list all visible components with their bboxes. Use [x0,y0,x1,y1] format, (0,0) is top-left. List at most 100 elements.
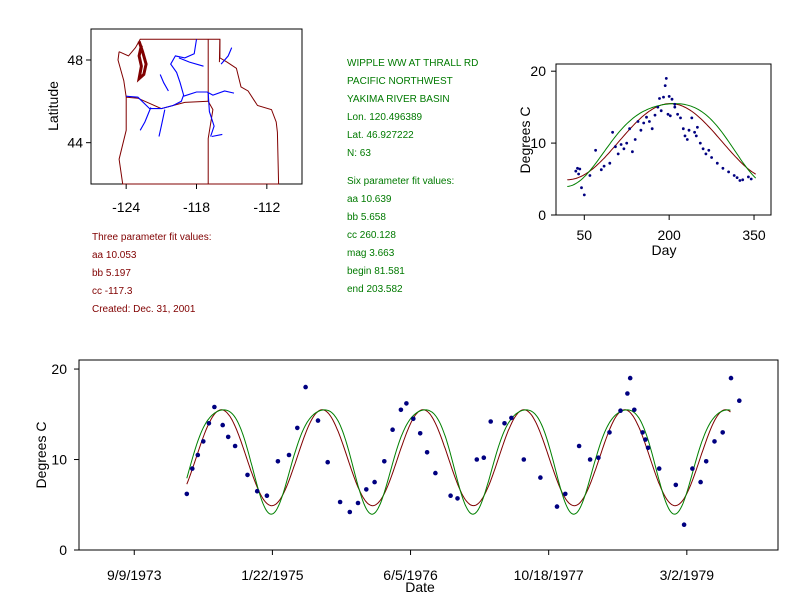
map-region-outline [117,38,280,185]
annual-data-point [685,138,689,141]
site-region: PACIFIC NORTHWEST [347,76,453,87]
annual-data-point [616,152,620,156]
annual-data-point [704,152,708,156]
annual-data-point [721,166,725,170]
annual-data-point [690,116,694,120]
six-param-begin: begin 81.581 [347,266,405,277]
timeseries-data-point [195,452,201,458]
annual-data-point [694,134,698,138]
annual-fit-curves [567,103,757,187]
annual-data-point [679,116,682,120]
three-param-bb: bb 5.197 [92,268,131,279]
annual-data-point [732,174,736,177]
annual-data-point [594,148,597,152]
site-info-panel: WIPPLE WW AT THRALL RD PACIFIC NORTHWEST… [347,55,478,163]
timeseries-y-axis-label: Degrees C [33,422,49,489]
annual-x-tick-label: 200 [657,227,681,243]
timeseries-data-point [212,404,217,410]
timeseries-data-point [424,450,430,455]
map-river [139,107,152,131]
site-latitude: Lat. 46.927222 [347,130,414,141]
annual-data-point [673,105,677,109]
timeseries-data-point [474,457,480,462]
timeseries-data-point [618,408,623,414]
map-river [178,57,204,67]
timeseries-data-point [632,407,637,413]
timeseries-data-point [347,509,353,515]
annual-data-point [636,120,640,123]
timeseries-data-point [737,398,742,404]
timeseries-six-param-curve [186,409,731,515]
site-title: WIPPLE WW AT THRALL RD [347,58,479,69]
map-state-line [218,39,221,63]
annual-data-point [582,193,586,197]
annual-data-point [628,127,631,131]
annual-data-point [698,141,702,145]
timeseries-data-point [502,421,507,426]
annual-data-point [631,150,634,154]
timeseries-y-tick-label: 0 [59,542,67,558]
timeseries-data-point [448,493,453,499]
annual-y-tick-label: 20 [530,63,546,79]
timeseries-data-point [398,407,404,413]
map-x-tick-label: -118 [183,199,210,215]
map-river [220,47,233,65]
timeseries-data-point [303,384,308,390]
timeseries-data-point [411,416,416,422]
map-puget-sound [136,40,148,83]
timeseries-axis-ticks: 9/9/1973 1/22/1975 6/5/1976 10/18/1977 3/2/1… [51,361,714,583]
annual-data-point [656,105,660,109]
annual-y-tick-label: 0 [538,207,546,223]
annual-six-param-curve [567,103,757,187]
timeseries-data-point [509,415,514,421]
annual-data-point [659,109,663,113]
annual-data-point [625,141,629,145]
timeseries-x-tick-label: 10/18/1977 [514,567,584,583]
annual-x-axis-label: Day [652,242,677,258]
time-series-chart: 9/9/1973 1/22/1975 6/5/1976 10/18/1977 3/2/1… [33,359,779,595]
map-x-tick-label: -112 [253,199,280,215]
annual-data-point [747,175,750,179]
map-river [211,133,223,138]
timeseries-data-point [433,470,438,476]
timeseries-data-point [184,491,190,497]
timeseries-x-tick-label: 9/9/1973 [107,567,162,583]
six-param-cc: cc 260.128 [347,230,396,241]
timeseries-data-point [382,459,387,464]
annual-data-point [648,120,651,123]
timeseries-data-point [404,401,409,406]
annual-data-point [614,145,617,149]
timeseries-data-point [643,437,648,442]
map-y-tick-label: 44 [67,135,83,151]
annual-data-point [639,128,643,132]
timeseries-plot-frame [78,359,779,551]
timeseries-data-point [220,422,225,428]
annual-data-point [693,130,696,134]
annual-data-point [642,121,646,125]
timeseries-data-point [337,499,343,505]
annual-x-tick-label: 350 [742,227,766,243]
six-param-bb: bb 5.658 [347,212,386,223]
created-date: Created: Dec. 31, 2001 [92,304,196,315]
six-param-aa: aa 10.639 [347,194,392,205]
annual-data-point [658,97,661,100]
map-x-tick-label: -124 [112,199,140,215]
annual-data-point [676,112,679,116]
site-sample-count: N: 63 [347,148,371,159]
annual-data-point [666,112,670,116]
timeseries-data-point [607,430,612,435]
annual-data-point [738,179,742,182]
timeseries-data-point [720,430,725,435]
timeseries-data-point [690,466,695,471]
map-frame [90,28,303,185]
timeseries-data-point [587,457,593,462]
timeseries-data-point [286,452,292,458]
timeseries-data-points [184,375,742,527]
location-map: -124 -118 -112 48 44 Latitude [45,28,303,215]
timeseries-data-point [201,439,206,444]
timeseries-data-point [372,479,377,485]
annual-data-points [574,77,753,197]
timeseries-data-point [728,375,734,381]
timeseries-fit-curves [186,409,731,515]
timeseries-data-point [481,455,487,461]
